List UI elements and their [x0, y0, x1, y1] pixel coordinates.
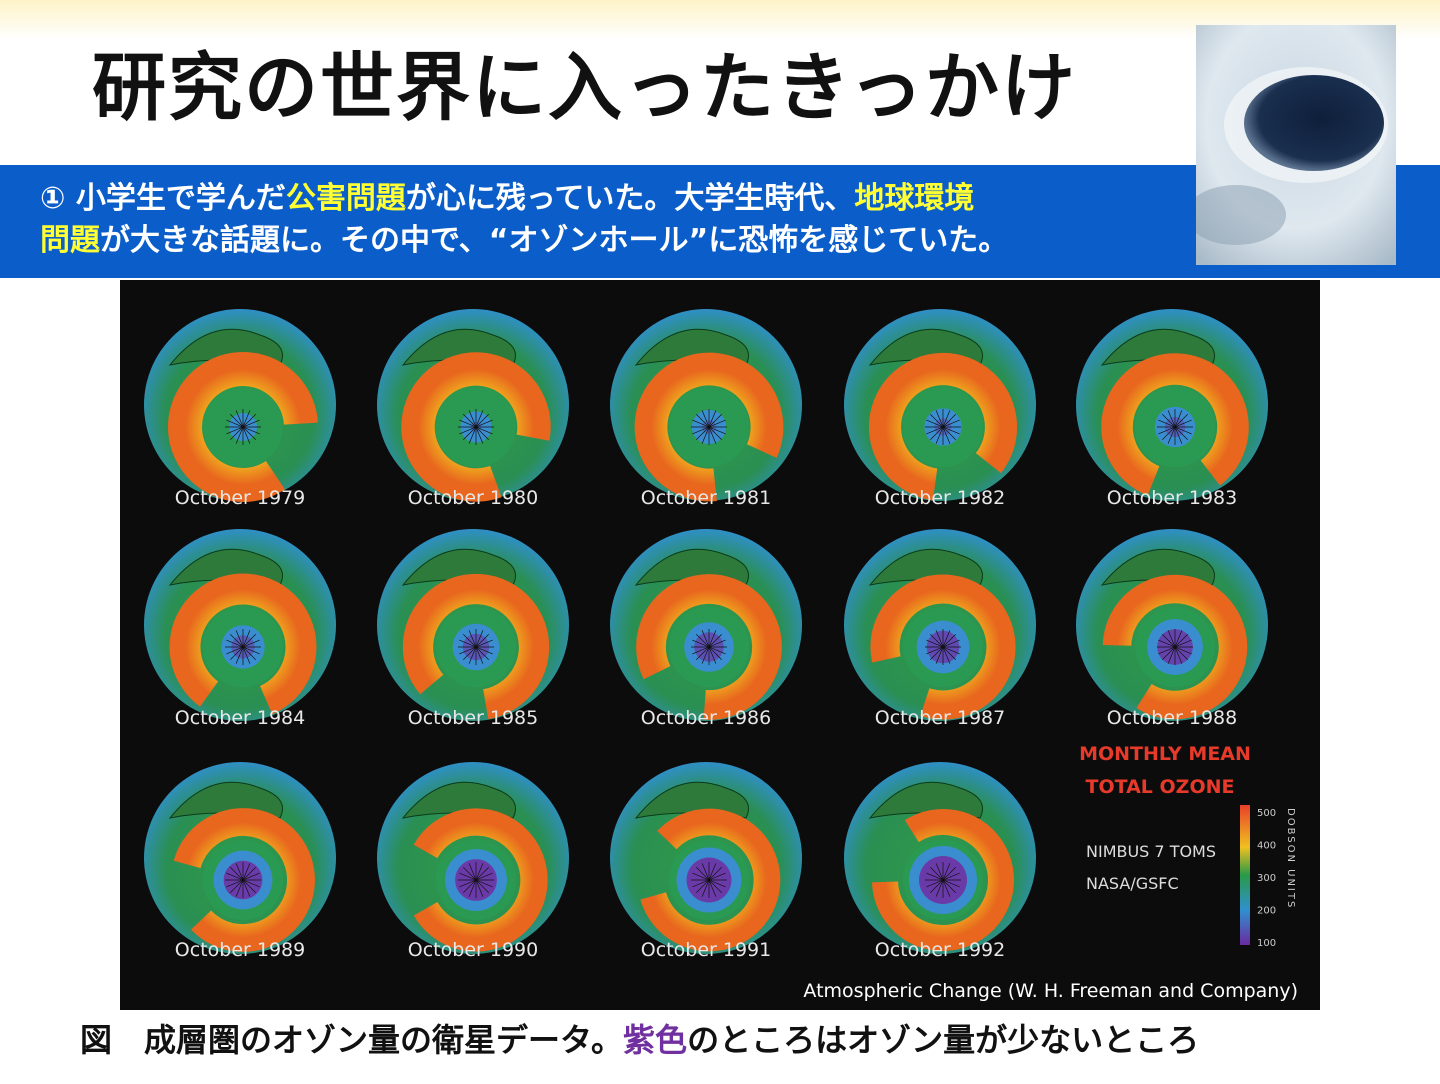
globe-panel: [1076, 309, 1268, 501]
landmass: [401, 781, 516, 819]
panel-label: October 1988: [1107, 707, 1237, 729]
ozone-ring: [404, 808, 548, 952]
globe-panel: [844, 762, 1036, 954]
hole: [1244, 75, 1384, 171]
scale-tick-label: 500: [1257, 808, 1276, 819]
panel-label: October 1987: [875, 707, 1005, 729]
ozone-ring: [637, 808, 781, 952]
ozone-ring: [1101, 353, 1249, 501]
ozone-ring: [401, 352, 551, 502]
panel-label: October 1983: [1107, 487, 1237, 509]
highlight: 公害問題: [285, 181, 406, 216]
scale-ticks: 500 400 300 200 100: [1257, 808, 1276, 949]
highlight: 地球環境: [854, 181, 975, 216]
globe-panel: [377, 309, 569, 502]
meridian: [226, 419, 260, 435]
meridian: [459, 639, 493, 655]
globe-panel: [610, 309, 802, 502]
caption-segment: のところはオゾン量が少ないところ: [687, 1021, 1200, 1059]
cloud: [1196, 185, 1286, 245]
banner-segment: が大きな話題に。その中で、“オゾンホール”に恐怖を感じていた。: [100, 223, 1009, 258]
panel-label: October 1992: [875, 939, 1005, 961]
banner-segment: が心に残っていた。大学生時代、: [405, 181, 855, 216]
meridian: [459, 872, 493, 888]
legend-title: MONTHLY MEAN: [1079, 743, 1251, 765]
globe-panel: [610, 529, 802, 721]
meridian: [926, 872, 960, 888]
meridian: [692, 419, 726, 435]
globe-panel: [377, 529, 569, 721]
slide-title: 研究の世界に入ったきっかけ: [92, 45, 1078, 131]
globe-panel: [144, 762, 336, 954]
globe-panel: [377, 762, 569, 954]
panel-label: October 1991: [641, 939, 771, 961]
credit: Atmospheric Change (W. H. Freeman and Co…: [803, 980, 1298, 1002]
panel-label: October 1982: [875, 487, 1005, 509]
meridian: [926, 419, 960, 435]
scale-tick-label: 100: [1257, 938, 1276, 949]
globe-panel: [844, 529, 1036, 721]
ozone-ring: [171, 808, 315, 952]
caption: 図 成層圏のオゾン量の衛星データ。紫色のところはオゾン量が少ないところ: [80, 1015, 1199, 1061]
globe-panel: [144, 529, 336, 721]
ozone-ring: [870, 574, 1016, 720]
legend-source: NASA/GSFC: [1086, 874, 1179, 893]
ozone-ring: [169, 573, 317, 721]
ozone-ring: [634, 352, 784, 502]
legend-title: TOTAL OZONE: [1086, 776, 1235, 798]
globe-panel: [844, 309, 1036, 502]
ozone-ring: [872, 809, 1014, 952]
banner-text: ① 小学生で学んだ公害問題が心に残っていた。大学生時代、地球環境 問題が大きな話題…: [40, 178, 1008, 262]
meridian: [226, 639, 260, 655]
panel-label: October 1990: [408, 939, 538, 961]
meridian: [692, 639, 726, 655]
ozone-ring: [402, 573, 550, 721]
ozone-ring: [868, 352, 1018, 502]
ozone-ring: [168, 352, 318, 502]
meridian: [1158, 639, 1192, 655]
landmass: [868, 781, 983, 819]
highlight: 問題: [40, 223, 100, 258]
ozone-ring: [636, 574, 782, 720]
panel-label: October 1985: [408, 707, 538, 729]
panel-label: October 1979: [175, 487, 305, 509]
banner-line: 問題が大きな話題に。その中で、“オゾンホール”に恐怖を感じていた。: [40, 220, 1008, 262]
panel-label: October 1981: [641, 487, 771, 509]
meridian: [692, 872, 726, 888]
scale-tick-label: 300: [1257, 873, 1276, 884]
banner-segment: ① 小学生で学んだ: [40, 181, 286, 216]
legend-source: NIMBUS 7 TOMS: [1086, 842, 1216, 861]
scale-label: DOBSON UNITS: [1285, 808, 1296, 909]
panel-label: October 1980: [408, 487, 538, 509]
highlight: 紫色: [623, 1021, 688, 1059]
banner-line: ① 小学生で学んだ公害問題が心に残っていた。大学生時代、地球環境: [40, 178, 1008, 220]
ozone-ring: [1102, 574, 1248, 720]
caption-segment: 図 成層圏のオゾン量の衛星データ。: [80, 1021, 624, 1059]
meridian: [926, 639, 960, 655]
ozone-figure: October 1979 October 1980 October 1981 Octo…: [120, 280, 1320, 1010]
globes: October 1979 October 1980 October 1981 Octo…: [144, 309, 1268, 961]
globe-panel: [1076, 529, 1268, 721]
scale-tick-label: 200: [1257, 906, 1276, 917]
color-scale: [1240, 805, 1250, 945]
globe-panel: [610, 762, 802, 954]
meridian: [226, 872, 260, 888]
globe-panel: [144, 309, 336, 502]
meridian: [459, 419, 493, 435]
panel-label: October 1984: [175, 707, 305, 729]
meridian: [1158, 419, 1192, 435]
landmass: [634, 781, 749, 819]
panel-label: October 1986: [641, 707, 771, 729]
scale-tick-label: 400: [1257, 841, 1276, 852]
panel-label: October 1989: [175, 939, 305, 961]
satellite-image: [1196, 25, 1396, 265]
